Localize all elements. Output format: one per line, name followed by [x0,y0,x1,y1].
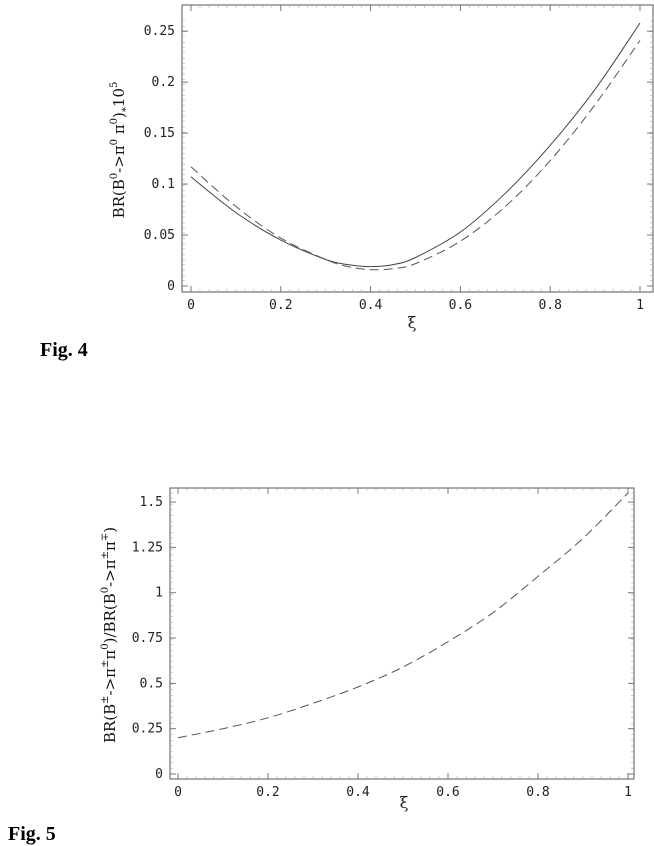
caption-fig-5: Fig. 5 [8,823,56,845]
x-tick-label: 0.4 [359,298,383,313]
y-axis-label-fig-5: BR(B±->π±π0)/BR(B0->π±π∓) [100,527,119,743]
x-tick-label: 0.6 [436,785,459,800]
y-tick-label: 0.25 [144,24,175,39]
y-tick-label: 1.25 [132,540,163,555]
series-line-dashed [177,492,629,739]
plot-frame [181,4,654,293]
y-tick-label: 1 [155,586,163,601]
y-tick-label: 0.2 [152,75,175,90]
y-tick-label: 0.25 [132,722,163,737]
y-axis-label-fig-4: BR(B0->π0 π0)*105 [109,82,132,219]
y-tick-label: 1.5 [140,495,163,510]
chart-fig-5: 0 0.2 0.4 0.6 0.8 1 0 0.25 0.5 0.75 1 1.25 1.5 ξ BR… [8,487,635,845]
x-axis-label-fig-5: ξ [400,793,409,812]
x-tick-label: 1 [624,785,632,800]
x-tick-label: 0.2 [256,785,279,800]
chart-fig-4: 0 0.2 0.4 0.6 0.8 1 0 0.05 0.1 0.15 0.2 0.25 ξ BR(… [40,4,654,361]
y-tick-label: 0.05 [144,228,175,243]
caption-fig-4: Fig. 4 [40,339,88,361]
series-line-dashed [190,40,641,271]
x-axis-label-fig-4: ξ [408,313,417,332]
x-tick-label: 0.6 [449,298,472,313]
y-tick-label: 0.75 [132,631,163,646]
series-line-solid [190,22,641,268]
y-tick-label: 0 [167,279,175,294]
x-tick-label: 0 [187,298,195,313]
x-tick-label: 0.8 [538,298,561,313]
x-tick-label: 0.2 [269,298,292,313]
x-tick-label: 0 [174,785,182,800]
x-tick-label: 0.4 [346,785,370,800]
y-tick-label: 0.1 [152,177,175,192]
x-tick-label: 0.8 [526,785,549,800]
y-tick-label: 0.15 [144,126,175,141]
y-tick-label: 0 [155,767,163,782]
x-tick-label: 1 [636,298,644,313]
plot-frame [169,487,635,780]
y-tick-label: 0.5 [140,676,163,691]
